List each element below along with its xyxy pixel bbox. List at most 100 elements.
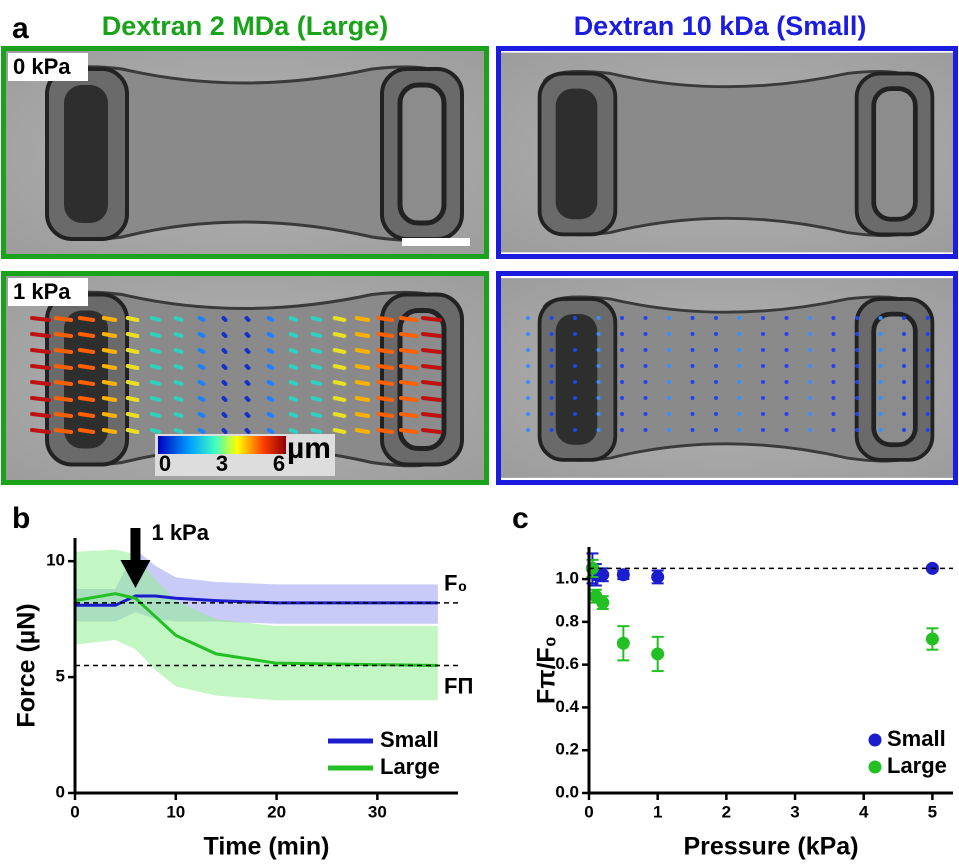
vector <box>643 316 648 320</box>
vector <box>53 428 74 434</box>
vector <box>526 412 530 416</box>
vector <box>266 396 275 402</box>
vector <box>30 316 51 322</box>
vector <box>354 316 371 322</box>
vector <box>831 380 836 384</box>
colorbar-unit: µm <box>287 432 331 465</box>
vector <box>398 316 419 322</box>
vector <box>855 428 859 432</box>
vector <box>288 412 299 418</box>
vector <box>573 348 577 352</box>
vector <box>354 364 371 370</box>
x-axis-label: Pressure (kPa) <box>683 833 858 861</box>
vector <box>354 348 371 354</box>
vector <box>925 396 930 400</box>
image-panels: a Dextran 2 MDa (Large) Dextran 10 kDa (… <box>1 11 958 535</box>
point <box>596 596 610 610</box>
vector <box>690 316 695 320</box>
x-tick-label: 0 <box>70 802 79 821</box>
reference-label: FΠ <box>444 673 473 698</box>
vector <box>149 332 162 338</box>
error-band <box>75 549 438 701</box>
vector <box>855 412 859 416</box>
vector <box>878 380 883 384</box>
vector <box>714 380 718 384</box>
vector <box>398 332 419 338</box>
vector <box>855 348 859 352</box>
vector <box>549 412 554 416</box>
vector <box>784 348 789 352</box>
vector <box>310 396 323 402</box>
vector <box>101 412 118 418</box>
y-tick-label: 0 <box>56 782 65 801</box>
vector <box>526 380 530 384</box>
frame <box>1 271 489 485</box>
y-tick-label: 1.0 <box>555 569 579 588</box>
y-tick-label: 10 <box>46 551 65 570</box>
vector <box>667 412 671 416</box>
vector <box>855 332 859 336</box>
vector <box>878 332 883 336</box>
vector <box>831 412 836 416</box>
vector <box>421 396 442 402</box>
vector <box>878 316 883 320</box>
vector <box>714 428 718 432</box>
vector <box>549 316 554 320</box>
vector <box>855 396 859 400</box>
vector <box>667 396 671 400</box>
vector <box>714 396 718 400</box>
vector <box>878 364 883 368</box>
vector <box>549 380 554 384</box>
vector <box>310 380 323 386</box>
y-tick-label: 0.4 <box>555 697 579 716</box>
vector <box>761 428 765 432</box>
vector <box>173 428 184 434</box>
vector <box>737 332 742 336</box>
vector <box>221 412 228 418</box>
vector <box>266 428 275 434</box>
vector <box>332 380 347 386</box>
vector <box>197 396 206 402</box>
vector <box>596 348 601 352</box>
vector <box>376 412 395 418</box>
vector <box>77 380 96 386</box>
vector <box>354 332 371 338</box>
y-axis-label: Fπ/F₀ <box>533 636 561 704</box>
vector <box>125 332 140 338</box>
vector <box>831 348 836 352</box>
vector <box>526 428 530 432</box>
vector <box>549 396 554 400</box>
vector <box>77 428 96 434</box>
vector <box>596 428 601 432</box>
vector <box>244 364 251 370</box>
frame <box>496 271 958 485</box>
vector <box>221 396 228 402</box>
panel-label: a <box>12 12 29 45</box>
vector <box>596 396 601 400</box>
vector <box>310 316 323 322</box>
vector <box>714 412 718 416</box>
vector <box>925 332 930 336</box>
vector <box>244 316 251 322</box>
vector <box>620 348 624 352</box>
vector <box>197 364 206 370</box>
vector <box>30 428 51 434</box>
vector <box>784 428 789 432</box>
vector <box>288 316 299 322</box>
y-tick-label: 5 <box>56 667 65 686</box>
vector <box>667 316 671 320</box>
vector <box>125 428 140 434</box>
scale-bar <box>402 238 470 246</box>
vector <box>398 412 419 418</box>
vector <box>149 380 162 386</box>
vector <box>221 332 228 338</box>
point <box>925 632 939 646</box>
vector <box>902 364 906 368</box>
vector <box>149 412 162 418</box>
vector <box>376 428 395 434</box>
vector <box>30 364 51 370</box>
vector <box>376 396 395 402</box>
vector <box>737 428 742 432</box>
vector <box>30 332 51 338</box>
